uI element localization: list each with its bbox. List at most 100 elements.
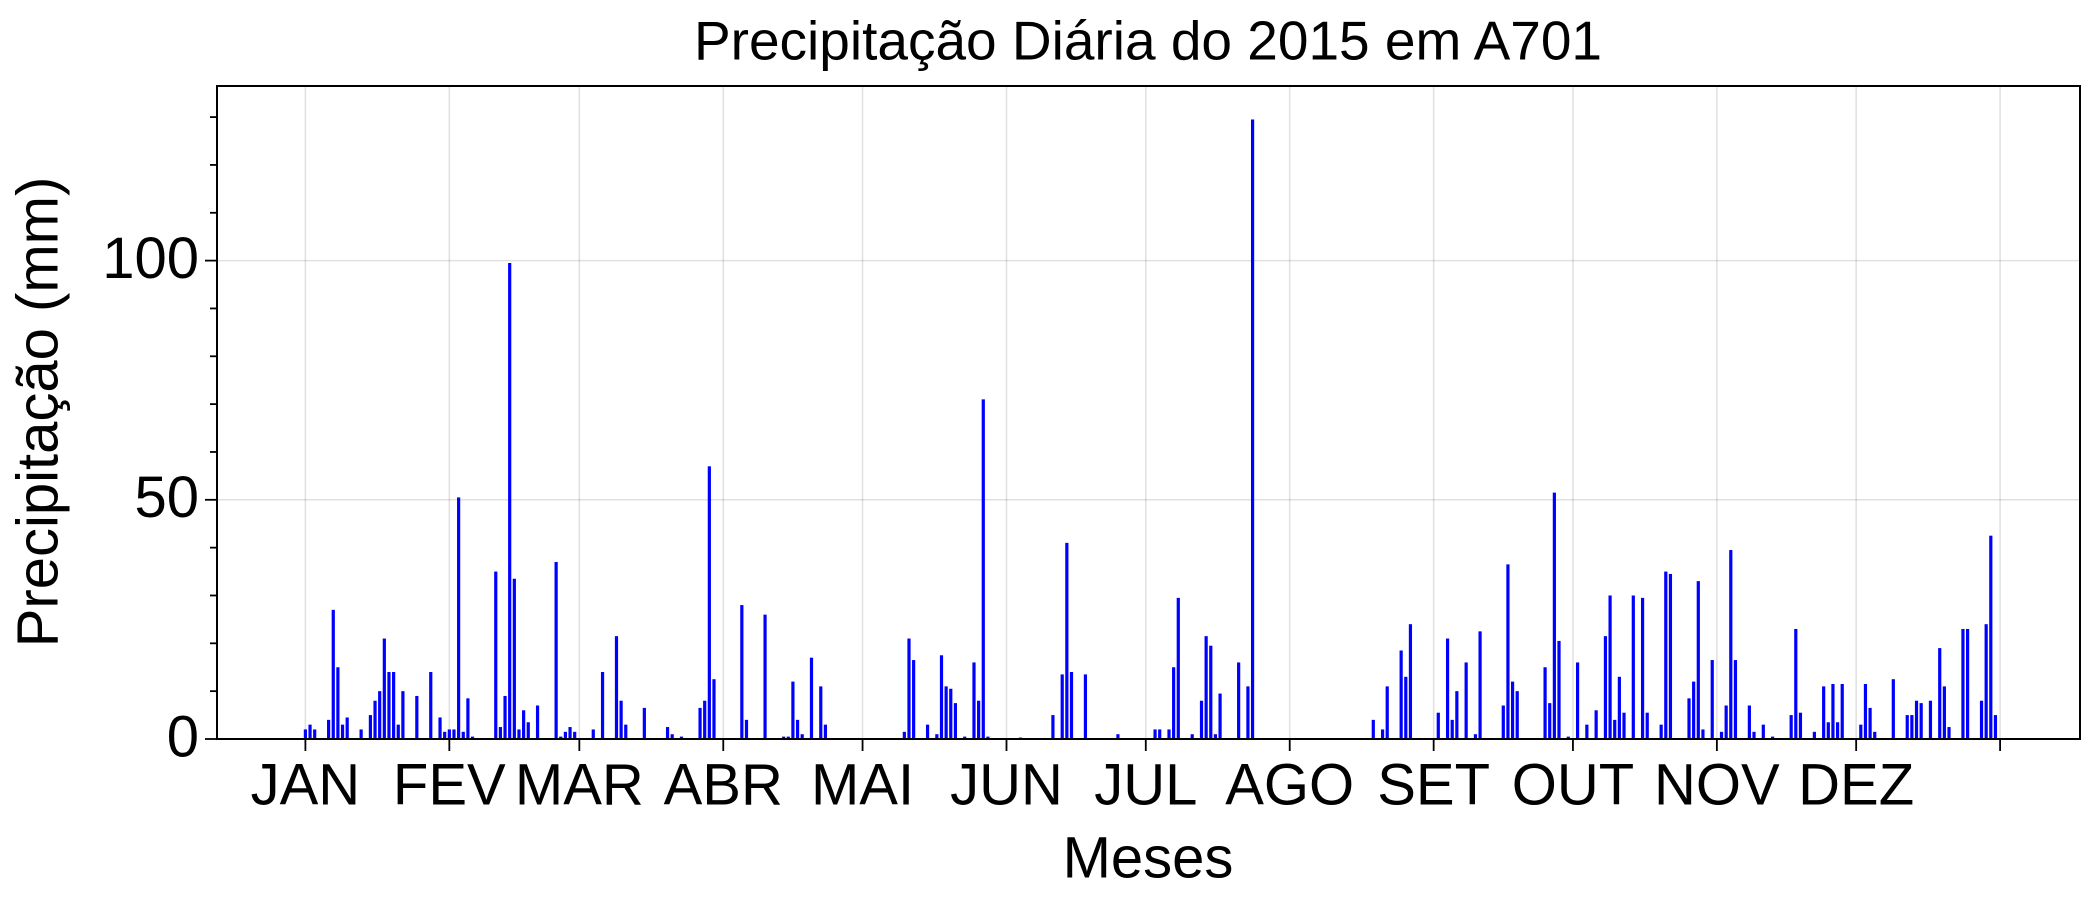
bar: [1594, 710, 1598, 739]
bar: [1928, 700, 1933, 739]
y-tick-label: 0: [167, 704, 199, 769]
bar: [1919, 703, 1923, 739]
bar: [331, 609, 335, 739]
bar: [907, 638, 911, 739]
bar: [1069, 672, 1074, 739]
bar: [1237, 662, 1241, 739]
bar: [1464, 662, 1468, 739]
bar: [378, 691, 382, 739]
bar: [642, 707, 646, 739]
bar: [712, 679, 716, 739]
bar: [1404, 676, 1408, 739]
x-tick-label: AGO: [1225, 752, 1354, 817]
bar: [782, 736, 786, 739]
bar: [1961, 628, 1965, 739]
bar: [614, 636, 619, 739]
bar: [809, 657, 814, 739]
bar: [823, 724, 828, 739]
bar: [522, 710, 526, 739]
bar: [396, 724, 400, 739]
bar: [1645, 712, 1649, 739]
bar: [1701, 729, 1705, 739]
bar: [1752, 731, 1756, 739]
y-tick-label: 100: [102, 226, 199, 291]
bar: [1199, 700, 1204, 739]
bar: [415, 695, 419, 739]
bar: [1167, 729, 1171, 739]
x-tick-label: OUT: [1512, 752, 1634, 817]
bar: [1761, 724, 1765, 739]
bar: [429, 672, 433, 739]
bar: [1218, 693, 1222, 739]
bar: [345, 717, 349, 739]
bar: [313, 729, 317, 739]
bar: [1116, 734, 1120, 739]
bar: [1065, 542, 1069, 739]
bar: [1478, 631, 1482, 739]
bar: [1724, 705, 1728, 739]
bar: [1794, 628, 1798, 739]
bar: [1613, 719, 1617, 739]
x-tick-label: MAR: [515, 752, 644, 817]
bar: [1158, 729, 1162, 739]
bar: [1989, 535, 1993, 739]
x-tick-label: MAI: [811, 752, 914, 817]
bar: [744, 719, 749, 739]
bar: [1798, 712, 1803, 739]
bar: [1510, 681, 1515, 739]
bar: [1789, 715, 1793, 739]
bar: [1640, 597, 1645, 739]
bar: [340, 724, 345, 739]
bar: [1399, 650, 1403, 739]
bar: [563, 731, 568, 739]
bar: [1938, 648, 1942, 739]
bar: [1552, 492, 1556, 739]
bar: [740, 605, 744, 739]
bar: [461, 731, 465, 739]
x-tick-label: FEV: [393, 752, 506, 817]
bar: [387, 672, 391, 739]
plot-frame: [216, 85, 2081, 740]
bar: [791, 681, 795, 739]
bar: [1873, 731, 1877, 739]
bar: [949, 688, 953, 739]
bar: [303, 729, 307, 739]
bar: [665, 727, 670, 739]
bar: [368, 715, 373, 739]
bar: [1060, 674, 1064, 739]
bar: [1859, 724, 1863, 739]
bar: [503, 695, 507, 739]
bar: [1942, 686, 1946, 739]
bar: [308, 724, 312, 739]
bar: [327, 719, 331, 739]
bar: [336, 667, 340, 739]
bar: [1436, 712, 1440, 739]
bar: [1557, 640, 1561, 739]
bar: [679, 736, 684, 739]
bar: [1947, 727, 1951, 739]
bar: [763, 614, 767, 739]
x-tick-label: JUL: [1094, 752, 1197, 817]
bar: [703, 700, 707, 739]
bar: [935, 734, 939, 739]
bar: [559, 736, 563, 739]
bar: [1692, 681, 1696, 739]
bar: [963, 736, 967, 739]
bar: [1696, 581, 1700, 739]
bar: [1176, 597, 1180, 739]
bar: [447, 729, 451, 739]
bar: [508, 263, 512, 739]
bar: [1575, 662, 1580, 739]
bar: [554, 561, 558, 739]
bar: [1979, 700, 1984, 739]
bar: [800, 734, 804, 739]
bar: [1831, 683, 1835, 739]
bar: [494, 571, 498, 739]
bar: [1729, 550, 1733, 739]
bar: [526, 722, 530, 739]
bar: [517, 729, 521, 739]
bar: [1204, 636, 1208, 739]
bar: [1450, 719, 1454, 739]
bar: [925, 724, 930, 739]
